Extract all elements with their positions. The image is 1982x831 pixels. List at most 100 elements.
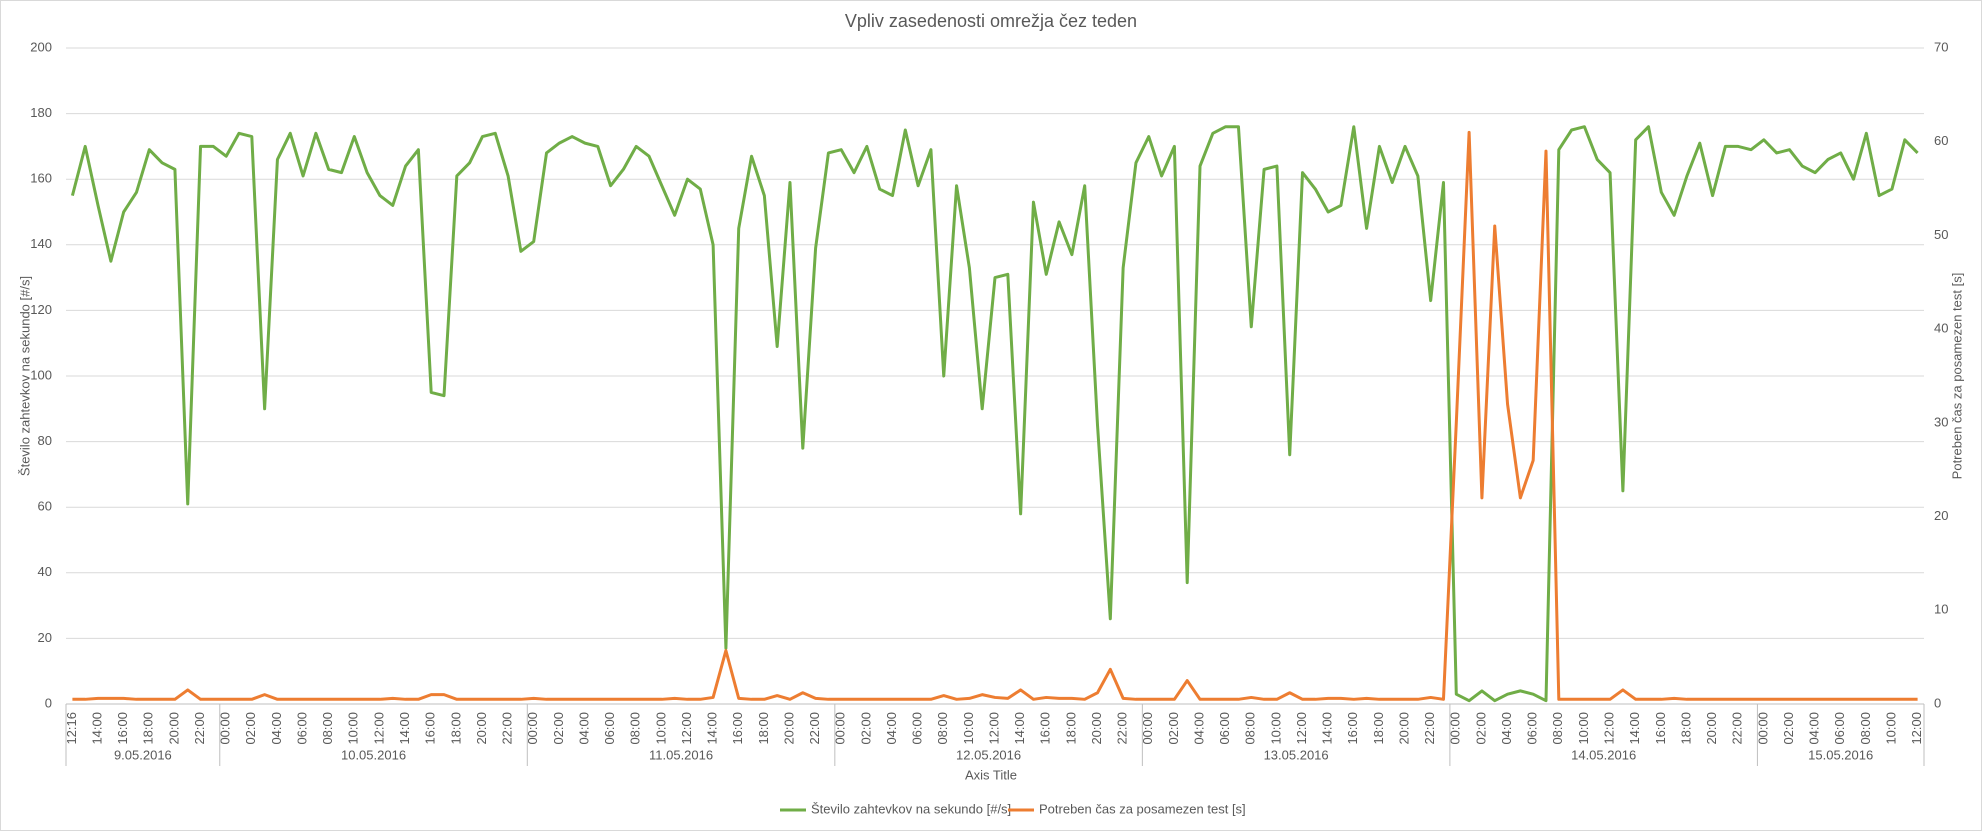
group-label: 11.05.2016 (649, 747, 713, 762)
x-tick-label: 02:00 (1473, 712, 1488, 745)
x-tick-label: 12:00 (1909, 712, 1924, 745)
x-tick-label: 16:00 (1653, 712, 1668, 745)
y-tick-label: 160 (30, 171, 52, 186)
y-tick-label: 100 (30, 367, 52, 382)
x-tick-label: 12:00 (986, 712, 1001, 745)
x-tick-label: 04:00 (1807, 712, 1822, 745)
x-tick-label: 18:00 (1063, 712, 1078, 745)
x-tick-label: 14:00 (397, 712, 412, 745)
y2-axis-title: Potreben čas za posamezen test [s] (1949, 273, 1964, 480)
x-tick-label: 22:00 (500, 712, 515, 745)
group-label: 10.05.2016 (341, 747, 406, 762)
legend-label: Število zahtevkov na sekundo [#/s] (811, 801, 1011, 816)
y-tick-label: 0 (45, 695, 52, 710)
x-tick-label: 12:00 (679, 712, 694, 745)
x-tick-label: 00:00 (1140, 712, 1155, 745)
x-tick-label: 06:00 (1832, 712, 1847, 745)
x-tick-label: 16:00 (1345, 712, 1360, 745)
x-tick-label: 12:00 (1601, 712, 1616, 745)
x-tick-label: 00:00 (1448, 712, 1463, 745)
x-tick-label: 20:00 (781, 712, 796, 745)
x-tick-label: 08:00 (1550, 712, 1565, 745)
x-tick-label: 10:00 (1268, 712, 1283, 745)
x-tick-label: 22:00 (1115, 712, 1130, 745)
y2-tick-label: 60 (1934, 133, 1948, 148)
group-label: 12.05.2016 (956, 747, 1021, 762)
x-tick-label: 18:00 (756, 712, 771, 745)
x-tick-label: 02:00 (243, 712, 258, 745)
x-tick-label: 20:00 (474, 712, 489, 745)
y-tick-label: 120 (30, 302, 52, 317)
x-tick-label: 18:00 (448, 712, 463, 745)
x-tick-label: 12:16 (64, 712, 79, 745)
y2-tick-label: 30 (1934, 414, 1948, 429)
y2-tick-label: 10 (1934, 602, 1948, 617)
y-tick-label: 40 (38, 564, 52, 579)
x-tick-label: 10:00 (653, 712, 668, 745)
y-tick-label: 20 (38, 630, 52, 645)
x-tick-label: 20:00 (1704, 712, 1719, 745)
x-tick-label: 14:00 (1320, 712, 1335, 745)
group-label: 14.05.2016 (1571, 747, 1636, 762)
x-tick-label: 18:00 (1678, 712, 1693, 745)
series-line (70, 125, 1919, 703)
x-tick-label: 22:00 (1422, 712, 1437, 745)
y-tick-label: 200 (30, 39, 52, 54)
x-tick-label: 08:00 (935, 712, 950, 745)
legend-label: Potreben čas za posamezen test [s] (1039, 801, 1246, 816)
x-tick-label: 04:00 (1191, 712, 1206, 745)
group-label: 15.05.2016 (1808, 747, 1873, 762)
x-tick-label: 08:00 (628, 712, 643, 745)
x-tick-label: 22:00 (807, 712, 822, 745)
x-tick-label: 16:00 (423, 712, 438, 745)
x-tick-label: 20:00 (1089, 712, 1104, 745)
x-tick-label: 00:00 (1755, 712, 1770, 745)
x-tick-label: 00:00 (833, 712, 848, 745)
x-tick-label: 18:00 (141, 712, 156, 745)
x-tick-label: 18:00 (1371, 712, 1386, 745)
x-tick-label: 02:00 (1166, 712, 1181, 745)
x-tick-label: 22:00 (192, 712, 207, 745)
x-tick-label: 14:00 (89, 712, 104, 745)
x-tick-label: 14:00 (1627, 712, 1642, 745)
x-tick-label: 10:00 (1576, 712, 1591, 745)
chart-title: Vpliv zasedenosti omrežja čez teden (845, 11, 1137, 31)
x-tick-label: 00:00 (525, 712, 540, 745)
x-tick-label: 12:00 (1294, 712, 1309, 745)
x-tick-label: 04:00 (576, 712, 591, 745)
x-tick-label: 16:00 (115, 712, 130, 745)
x-tick-label: 04:00 (884, 712, 899, 745)
x-tick-label: 14:00 (1012, 712, 1027, 745)
y-axis-title: Število zahtevkov na sekundo [#/s] (17, 276, 32, 476)
x-tick-label: 02:00 (1781, 712, 1796, 745)
y-tick-label: 180 (30, 105, 52, 120)
x-tick-label: 20:00 (166, 712, 181, 745)
x-tick-label: 08:00 (1243, 712, 1258, 745)
x-tick-label: 08:00 (1858, 712, 1873, 745)
y-tick-label: 80 (38, 433, 52, 448)
x-tick-label: 20:00 (1396, 712, 1411, 745)
group-label: 9.05.2016 (114, 747, 172, 762)
x-tick-label: 06:00 (602, 712, 617, 745)
x-tick-label: 16:00 (1038, 712, 1053, 745)
x-tick-label: 12:00 (371, 712, 386, 745)
x-tick-label: 02:00 (551, 712, 566, 745)
x-tick-label: 04:00 (269, 712, 284, 745)
x-tick-label: 10:00 (346, 712, 361, 745)
y-tick-label: 60 (38, 499, 52, 514)
x-tick-label: 06:00 (294, 712, 309, 745)
x-tick-label: 04:00 (1499, 712, 1514, 745)
x-tick-label: 10:00 (961, 712, 976, 745)
x-axis-title: Axis Title (965, 767, 1017, 782)
y2-tick-label: 70 (1934, 39, 1948, 54)
x-tick-label: 14:00 (705, 712, 720, 745)
x-tick-label: 22:00 (1730, 712, 1745, 745)
y2-tick-label: 20 (1934, 508, 1948, 523)
series-line (72, 130, 1918, 701)
x-tick-label: 00:00 (218, 712, 233, 745)
x-tick-label: 06:00 (910, 712, 925, 745)
x-tick-label: 06:00 (1217, 712, 1232, 745)
y2-tick-label: 50 (1934, 227, 1948, 242)
